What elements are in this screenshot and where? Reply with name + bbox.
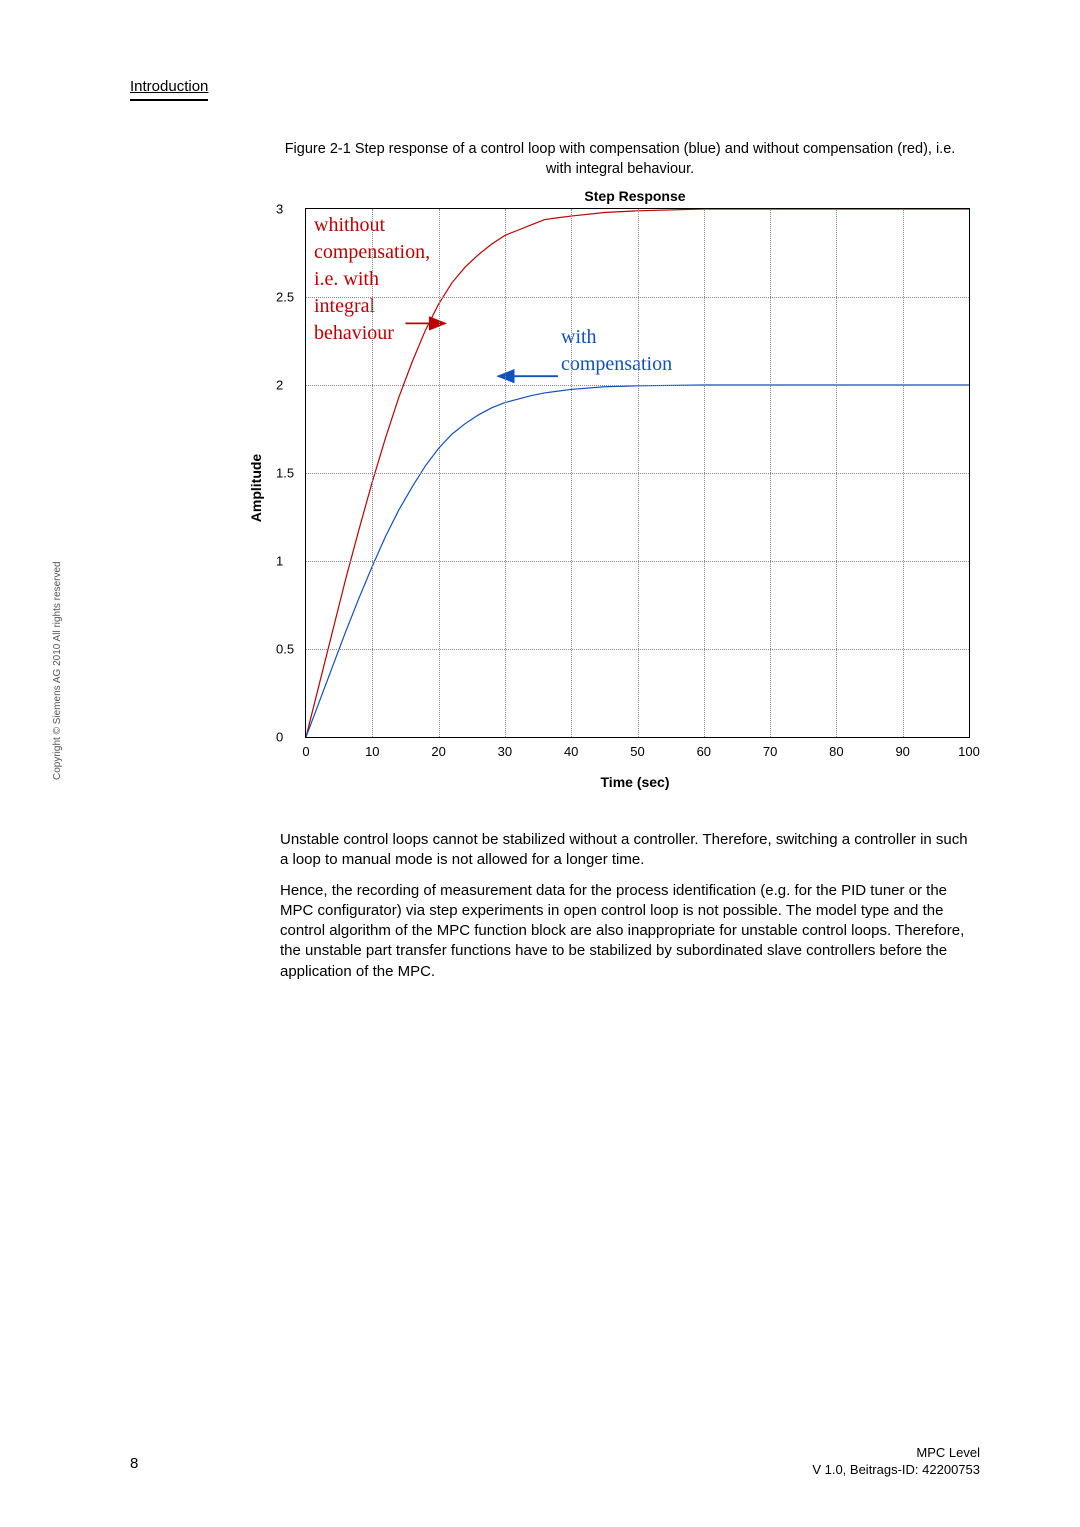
x-tick-label: 10: [365, 744, 379, 759]
x-tick-label: 90: [895, 744, 909, 759]
paragraph-1: Unstable control loops cannot be stabili…: [280, 830, 980, 871]
plot-box: whithout compensation, i.e. with integra…: [305, 208, 970, 738]
x-axis-label-text: Time (sec): [601, 774, 670, 790]
chart-title: Step Response: [260, 188, 970, 204]
annotation-red-line: i.e. with: [314, 268, 379, 290]
annotation-blue-line: with: [561, 326, 597, 348]
chart-container: Step Response Amplitude whithout compens…: [260, 188, 970, 790]
page-number: 8: [130, 1455, 138, 1472]
x-tick-label: 100: [958, 744, 980, 759]
y-tick-label: 1: [276, 554, 283, 569]
copyright-text: Copyright © Siemens AG 2010 All rights r…: [52, 561, 63, 780]
annotation-red-line: whithout: [314, 214, 385, 236]
chart-area: Amplitude whithout compensation, i.e. wi…: [260, 208, 970, 768]
footer-right: MPC Level V 1.0, Beitrags-ID: 42200753: [812, 1445, 980, 1479]
y-tick-label: 1.5: [276, 466, 294, 481]
footer-title: MPC Level: [916, 1445, 980, 1460]
x-tick-label: 50: [630, 744, 644, 759]
x-tick-label: 40: [564, 744, 578, 759]
footer-id: V 1.0, Beitrags-ID: 42200753: [812, 1462, 980, 1477]
paragraph-2: Hence, the recording of measurement data…: [280, 881, 980, 982]
x-tick-label: 20: [431, 744, 445, 759]
x-tick-label: 80: [829, 744, 843, 759]
y-tick-label: 0.5: [276, 642, 294, 657]
annotation-blue: with compensation: [561, 324, 672, 378]
x-tick-label: 60: [697, 744, 711, 759]
y-tick-label: 3: [276, 202, 283, 217]
page-header: Introduction: [130, 78, 980, 96]
x-tick-label: 0: [302, 744, 309, 759]
y-axis-label: Amplitude: [248, 454, 264, 522]
y-tick-label: 2: [276, 378, 283, 393]
x-tick-label: 30: [498, 744, 512, 759]
body-text: Unstable control loops cannot be stabili…: [280, 830, 980, 992]
annotation-red-line: integral: [314, 295, 375, 317]
x-tick-label: 70: [763, 744, 777, 759]
figure-caption: Figure 2-1 Step response of a control lo…: [280, 140, 960, 179]
x-axis-label: Time (sec): [260, 774, 970, 790]
annotation-red-line: behaviour: [314, 322, 394, 344]
section-title: Introduction: [130, 78, 208, 101]
annotation-blue-line: compensation: [561, 353, 672, 375]
y-tick-label: 0: [276, 730, 283, 745]
y-tick-label: 2.5: [276, 290, 294, 305]
